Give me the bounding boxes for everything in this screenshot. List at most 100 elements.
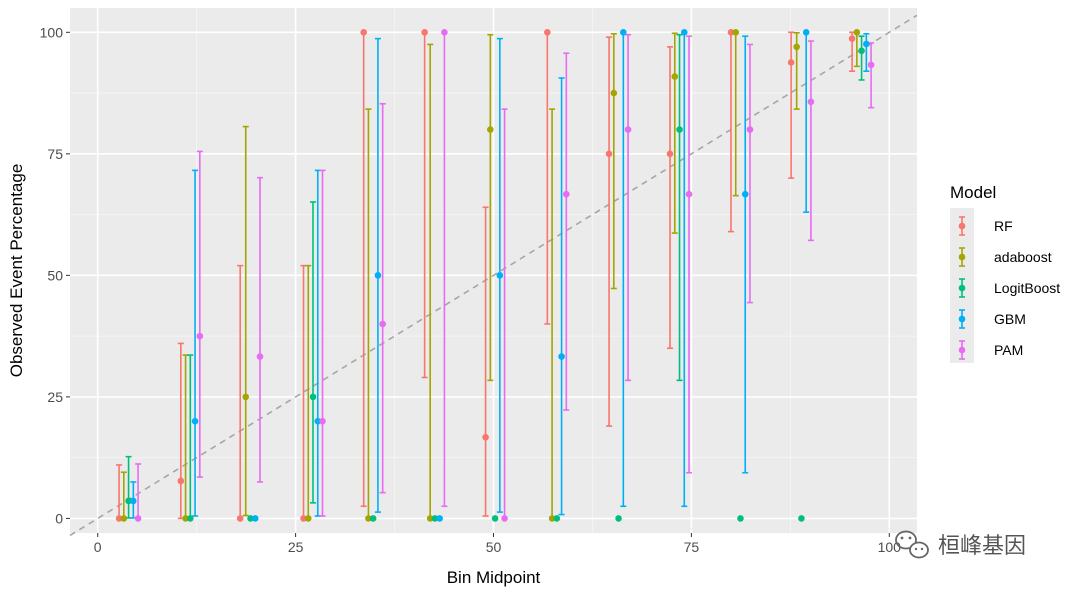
point-adaboost: [548, 515, 556, 522]
point-gbm: [314, 417, 322, 425]
point-logitboost: [309, 393, 317, 401]
x-tick-label: 0: [94, 539, 102, 555]
errorbar-rf: [788, 31, 795, 179]
point-adaboost: [182, 515, 189, 522]
point-gbm: [680, 29, 688, 36]
errorbar-pam: [319, 169, 326, 517]
x-tick-label: 50: [486, 539, 502, 555]
point-logitboost: [125, 497, 132, 505]
x-tick-label: 25: [288, 539, 304, 555]
legend-items: RF adaboost LogitBoost GBM PAM: [950, 208, 1060, 363]
point-logitboost: [676, 126, 683, 133]
point-rf: [421, 29, 428, 36]
point-logitboost: [615, 515, 622, 522]
point-rf: [115, 515, 123, 522]
legend-key-rf: [958, 216, 966, 236]
point-pam: [256, 353, 264, 360]
point-pam: [563, 190, 570, 198]
errorbar-adaboost: [242, 125, 249, 517]
point-rf: [666, 150, 674, 158]
errorbar-gbm: [742, 35, 749, 474]
y-tick-label: 50: [47, 267, 63, 283]
y-tick-label: 100: [40, 24, 64, 40]
x-tick-label: 75: [684, 539, 700, 555]
point-pam: [134, 515, 142, 522]
error-bars: [116, 31, 875, 520]
errorbar-pam: [625, 33, 632, 382]
legend-label-gbm: GBM: [994, 311, 1026, 327]
point-rf: [544, 29, 551, 36]
y-axis-ticks: 0 25 50 75 100: [40, 24, 70, 526]
point-adaboost: [610, 89, 618, 97]
point-pam: [867, 61, 875, 69]
point-gbm: [496, 272, 504, 279]
point-rf: [605, 150, 613, 158]
point-rf: [848, 35, 856, 42]
point-logitboost: [491, 515, 499, 522]
legend: Model RF adaboost LogitBoost GBM PAM: [950, 183, 1060, 363]
y-axis-title: Observed Event Percentage: [7, 164, 26, 378]
errorbar-rf: [482, 206, 489, 517]
errorbar-pam: [563, 52, 570, 411]
point-pam: [319, 417, 326, 425]
watermark: 桓峰基因: [895, 530, 1026, 559]
point-gbm: [863, 40, 870, 48]
y-tick-label: 0: [55, 510, 63, 526]
legend-key-adaboost: [958, 247, 966, 267]
point-gbm: [374, 272, 382, 279]
y-tick-label: 75: [47, 146, 63, 162]
point-gbm: [741, 190, 749, 198]
point-rf: [482, 433, 489, 441]
point-adaboost: [242, 393, 250, 401]
point-rf: [236, 515, 244, 522]
wechat-icon: [895, 530, 929, 559]
point-adaboost: [732, 29, 740, 36]
errorbar-gbm: [558, 77, 565, 516]
point-pam: [501, 515, 508, 522]
point-pam: [624, 126, 632, 133]
legend-label-logitboost: LogitBoost: [994, 280, 1060, 296]
errorbar-pam: [746, 43, 753, 304]
point-logitboost: [798, 515, 805, 522]
watermark-text: 桓峰基因: [938, 534, 1026, 559]
errorbar-pam: [196, 150, 203, 478]
point-adaboost: [426, 515, 434, 522]
point-adaboost: [304, 515, 312, 522]
reference-line: [69, 14, 918, 537]
legend-label-adaboost: adaboost: [994, 249, 1052, 265]
point-adaboost: [365, 515, 372, 522]
point-adaboost: [120, 515, 128, 522]
errorbar-pam: [256, 176, 263, 483]
legend-key-pam: [958, 340, 966, 360]
x-axis-ticks: 0 25 50 75 100: [94, 533, 901, 555]
point-pam: [746, 126, 754, 133]
errorbar-rf: [606, 36, 613, 427]
point-pam: [441, 29, 448, 36]
point-rf: [787, 59, 795, 66]
point-rf: [300, 515, 307, 522]
errorbar-pam: [686, 35, 693, 474]
errorbar-logitboost: [310, 201, 317, 504]
point-logitboost: [858, 47, 865, 55]
legend-title: Model: [950, 183, 996, 202]
point-adaboost: [853, 29, 861, 36]
point-rf: [360, 29, 367, 36]
point-gbm: [436, 515, 443, 522]
point-pam: [379, 320, 386, 328]
point-logitboost: [247, 515, 254, 522]
point-adaboost: [671, 73, 679, 80]
errorbar-adaboost: [487, 33, 494, 382]
data-points: [115, 29, 875, 522]
point-adaboost: [487, 126, 494, 133]
y-tick-label: 25: [47, 389, 63, 405]
errorbar-rf: [667, 46, 674, 350]
errorbar-pam: [807, 40, 814, 242]
point-logitboost: [369, 515, 377, 522]
errorbar-logitboost: [858, 35, 865, 81]
point-pam: [196, 332, 204, 340]
legend-key-gbm: [958, 309, 966, 329]
point-gbm: [620, 29, 627, 36]
point-gbm: [558, 353, 565, 360]
point-gbm: [130, 497, 137, 505]
